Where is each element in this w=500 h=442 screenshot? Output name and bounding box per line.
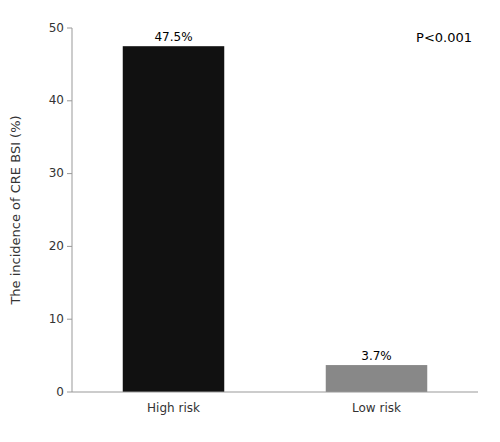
y-tick-label: 20	[49, 239, 64, 253]
x-tick-label: High risk	[147, 401, 200, 415]
y-tick-label: 10	[49, 312, 64, 326]
y-tick	[67, 100, 72, 101]
bars	[123, 46, 428, 392]
chart: 0 10 20 30 40 50 47.5% 3.7% High risk Low risk The…	[0, 0, 500, 442]
y-tick-label: 0	[56, 385, 64, 399]
y-tick-label: 50	[49, 21, 64, 35]
y-axis-label: The incidence of CRE BSI (%)	[8, 115, 23, 305]
y-tick-label: 30	[49, 166, 64, 180]
y-tick	[67, 246, 72, 247]
y-tick	[67, 319, 72, 320]
y-tick-label: 40	[49, 93, 64, 107]
y-tick	[67, 392, 72, 393]
y-tick	[67, 28, 72, 29]
data-label: 47.5%	[154, 30, 192, 44]
y-axis-line	[72, 28, 73, 392]
x-tick-label: Low risk	[352, 401, 401, 415]
data-label: 3.7%	[361, 349, 392, 363]
annotation: P<0.001	[416, 30, 472, 45]
x-axis-line	[72, 392, 478, 393]
y-tick	[67, 173, 72, 174]
bar	[326, 365, 428, 392]
bar	[123, 46, 225, 392]
